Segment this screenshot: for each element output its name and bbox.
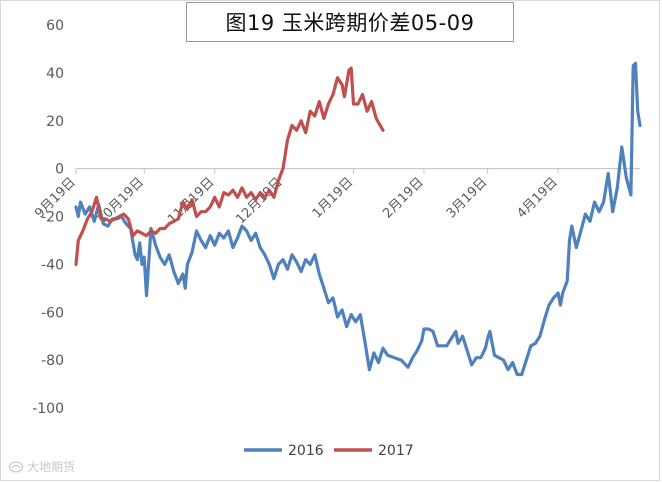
y-tick-label: -20 — [41, 210, 64, 226]
x-tick-label: 3月19日 — [444, 175, 491, 222]
legend-label-2016: 2016 — [288, 443, 324, 459]
x-tick-label: 4月19日 — [514, 175, 561, 222]
watermark-text: 大地期货 — [27, 460, 76, 474]
x-tick-label: 1月19日 — [310, 175, 357, 222]
y-tick-label: -80 — [41, 353, 64, 369]
watermark: 大地期货 — [8, 458, 75, 475]
watermark-logo-icon — [8, 460, 24, 473]
legend-label-2017: 2017 — [378, 443, 414, 459]
x-tick-label: 2月19日 — [380, 175, 427, 222]
y-tick-label: 40 — [46, 66, 64, 82]
y-tick-label: -60 — [41, 305, 64, 321]
series-lines — [74, 61, 642, 377]
chart-title: 图19 玉米跨期价差05-09 — [186, 2, 514, 42]
series-line-2016 — [74, 61, 642, 377]
y-tick-label: 60 — [46, 18, 64, 34]
y-tick-label: 20 — [46, 114, 64, 130]
y-tick-label: -100 — [32, 401, 64, 417]
legend: 2016 2017 — [244, 443, 414, 459]
y-tick-label: 0 — [55, 162, 64, 178]
y-tick-label: -40 — [41, 257, 64, 273]
y-axis: 60 40 20 0 -20 -40 -60 -80 -100 — [32, 18, 640, 417]
series-line-2017 — [74, 66, 385, 266]
